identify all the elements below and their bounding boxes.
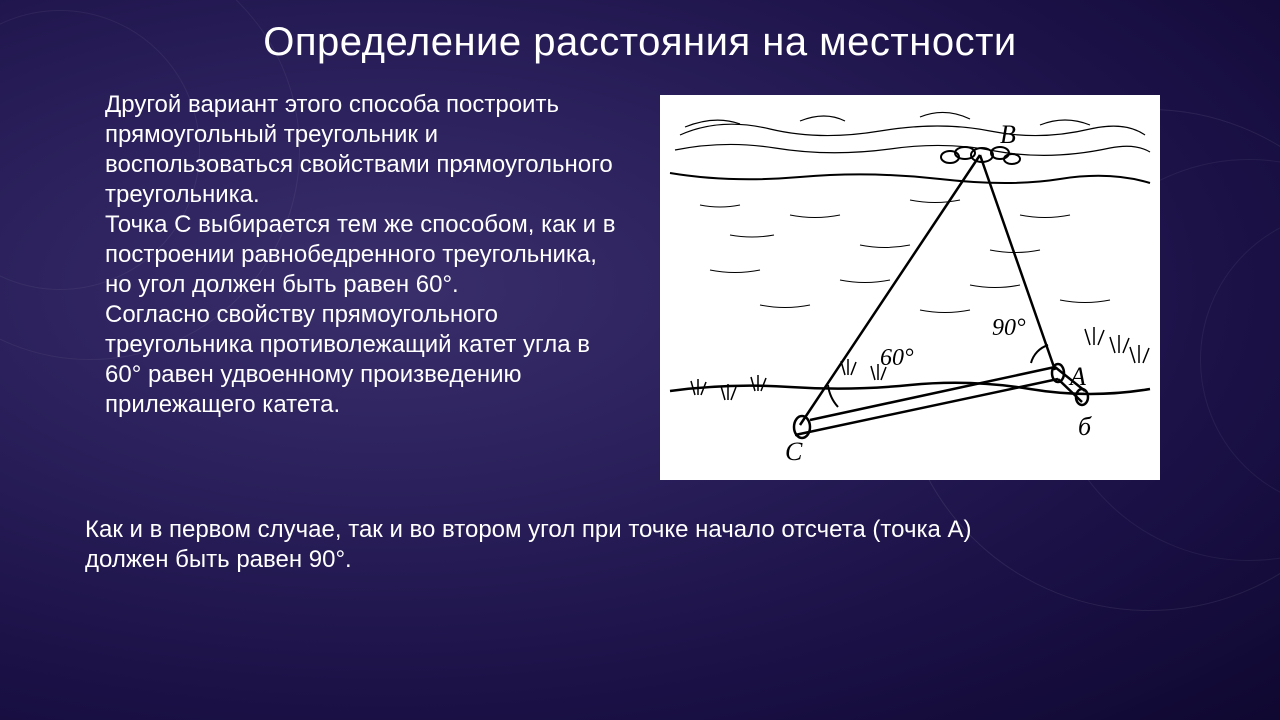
diagram-column: B A C б 60° 90° (660, 95, 1160, 480)
label-A: A (1068, 362, 1086, 391)
content-row: Другой вариант этого способа построить п… (60, 90, 1220, 480)
triangle-diagram: B A C б 60° 90° (660, 95, 1160, 480)
label-angle-90: 90° (992, 315, 1026, 341)
label-B: B (1000, 120, 1016, 149)
label-C: C (785, 437, 803, 466)
slide-title: Определение расстояния на местности (60, 20, 1220, 65)
footer-text: Как и в первом случае, так и во втором у… (60, 515, 1220, 575)
body-text-column: Другой вариант этого способа построить п… (60, 90, 620, 420)
body-text: Другой вариант этого способа построить п… (105, 90, 620, 420)
label-angle-60: 60° (880, 345, 914, 371)
slide-container: Определение расстояния на местности Друг… (0, 0, 1280, 720)
label-b: б (1078, 412, 1092, 441)
